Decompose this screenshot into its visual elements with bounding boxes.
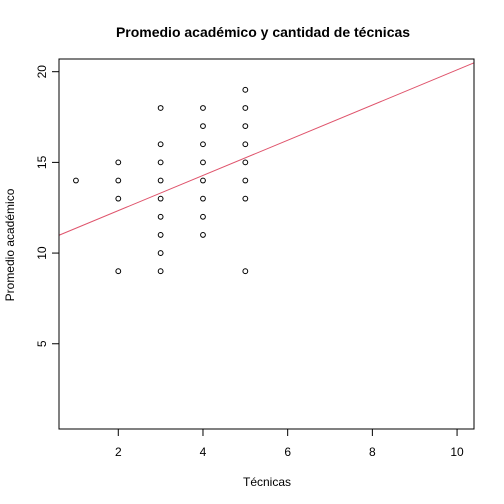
data-point [242,141,249,148]
regression-line [58,62,475,236]
y-tick-label: 10 [35,246,49,260]
data-point [242,159,249,166]
chart-title: Promedio académico y cantidad de técnica… [116,24,410,40]
data-point [200,123,206,130]
data-point [200,232,206,238]
data-point [157,105,164,111]
data-point [115,159,122,166]
y-tick-label: 20 [35,65,49,79]
data-point [200,213,206,220]
y-axis: 5 10 15 20 [35,65,59,347]
data-point [115,177,122,184]
plot-frame [58,58,475,430]
data-point [242,86,249,93]
data-point [242,268,249,275]
data-point [157,250,164,256]
x-tick-label: 4 [200,445,207,459]
data-point [200,105,206,111]
data-point [157,195,164,202]
data-point [242,105,249,111]
data-point [157,232,164,238]
data-point [157,213,164,220]
x-axis: 2 4 6 8 10 [115,429,464,459]
data-point [115,195,122,202]
data-point [242,195,249,202]
x-axis-label: Técnicas [243,475,291,489]
y-tick-label: 15 [35,155,49,169]
data-point [200,177,206,184]
x-tick-label: 2 [115,445,122,459]
data-point [73,177,79,184]
data-point [157,141,164,148]
data-point [157,159,164,166]
data-point [242,177,249,184]
data-point [157,268,164,275]
x-tick-label: 8 [369,445,376,459]
x-tick-label: 6 [284,445,291,459]
y-tick-label: 5 [35,340,49,347]
x-tick-label: 10 [450,445,464,459]
data-point [200,195,206,202]
regression-layer [58,62,475,236]
points-layer [73,86,249,275]
data-point [200,141,206,148]
data-point [200,159,206,166]
data-point [115,268,122,275]
data-point [157,177,164,184]
data-point [242,123,249,130]
y-axis-label: Promedio académico [3,188,17,301]
